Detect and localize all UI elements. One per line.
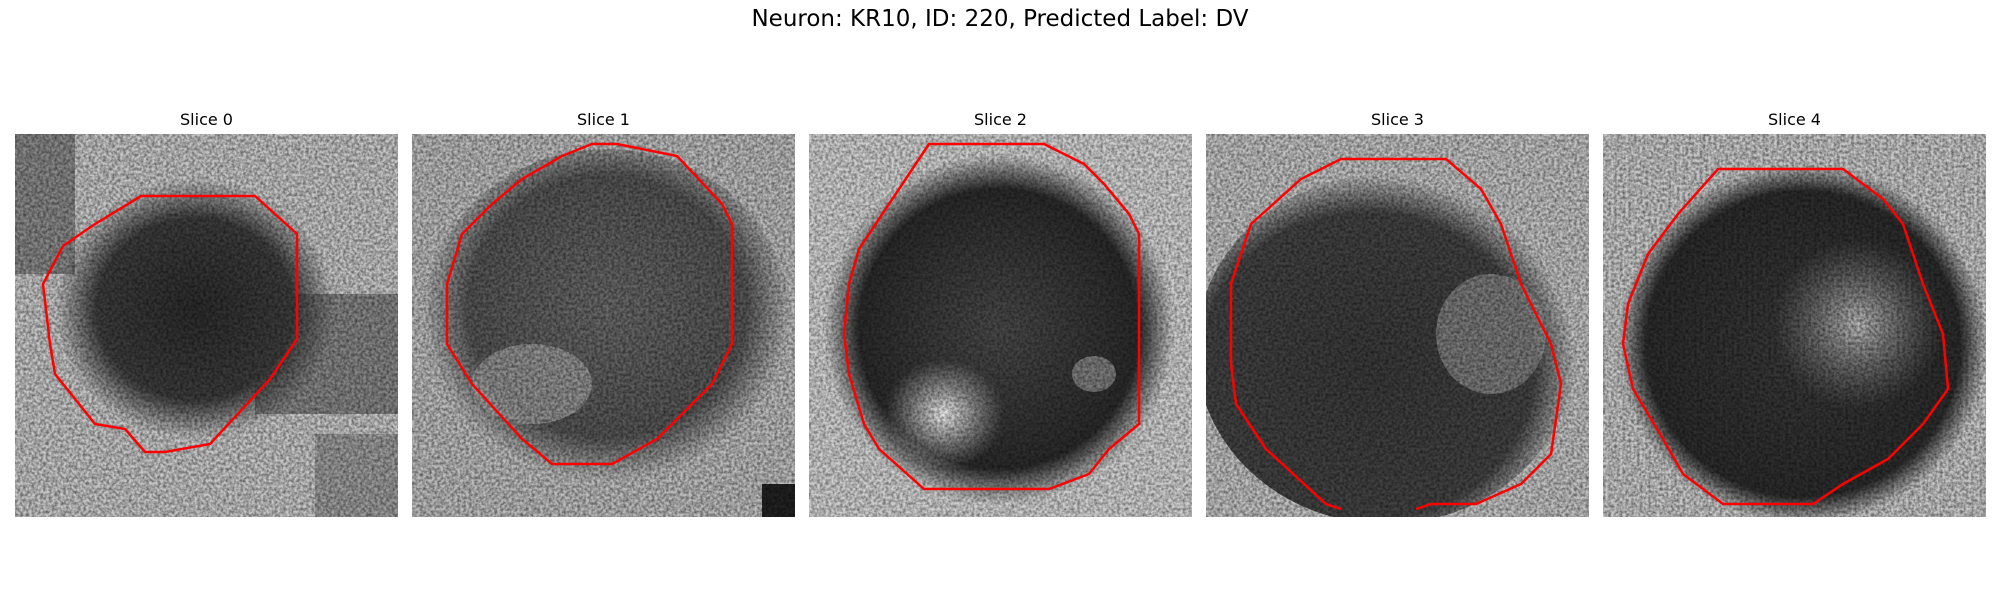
contour-1 bbox=[445, 142, 734, 466]
slice-image-2 bbox=[809, 134, 1192, 517]
slice-image-1 bbox=[412, 134, 795, 517]
slice-panel-2: Slice 2 bbox=[809, 110, 1192, 517]
slice-panel-1: Slice 1 bbox=[412, 110, 795, 517]
contour-3 bbox=[1229, 157, 1563, 511]
slice-title-2: Slice 2 bbox=[974, 110, 1027, 129]
slice-title-3: Slice 3 bbox=[1371, 110, 1424, 129]
figure-title: Neuron: KR10, ID: 220, Predicted Label: … bbox=[751, 6, 1249, 32]
slice-panel-4: Slice 4 bbox=[1603, 110, 1986, 517]
slice-panel-0: Slice 0 bbox=[15, 110, 398, 517]
contour-0 bbox=[41, 194, 299, 454]
contour-2 bbox=[842, 142, 1141, 491]
slice-title-1: Slice 1 bbox=[577, 110, 630, 129]
slice-panel-3: Slice 3 bbox=[1206, 110, 1589, 517]
slice-image-0 bbox=[15, 134, 398, 517]
slice-title-4: Slice 4 bbox=[1768, 110, 1821, 129]
slice-image-3 bbox=[1206, 134, 1589, 517]
slice-image-4 bbox=[1603, 134, 1986, 517]
slice-title-0: Slice 0 bbox=[180, 110, 233, 129]
contour-4 bbox=[1621, 167, 1950, 506]
